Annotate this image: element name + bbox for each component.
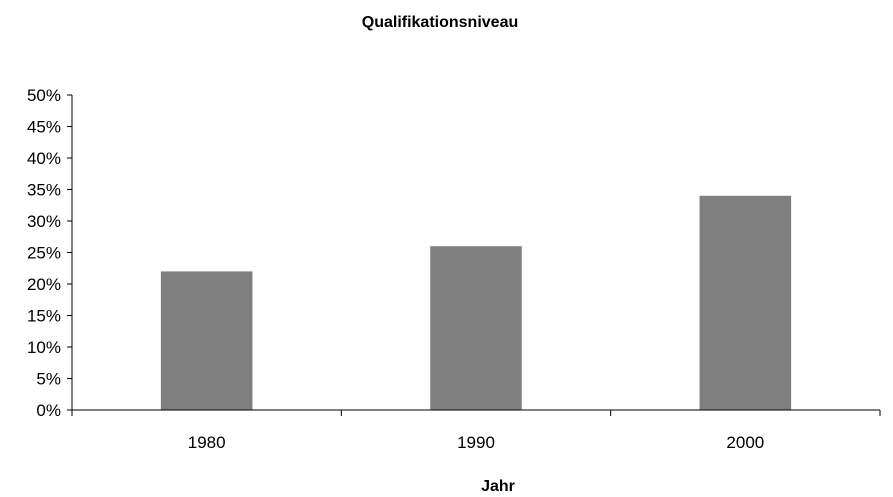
y-tick-label: 10% xyxy=(27,338,61,357)
bar-2000 xyxy=(699,195,792,410)
y-tick-label: 50% xyxy=(27,86,61,105)
y-tick-label: 15% xyxy=(27,307,61,326)
bar-1990 xyxy=(430,246,522,410)
y-tick-label: 45% xyxy=(27,118,61,137)
chart-title: Qualifikationsniveau xyxy=(362,14,518,31)
y-tick-label: 0% xyxy=(36,401,61,420)
y-axis: 0% 5% 10% 15% 20% 25% 30% 35% 40% 45% 50% xyxy=(27,86,73,420)
y-tick-label: 5% xyxy=(36,370,61,389)
y-tick-label: 35% xyxy=(27,181,61,200)
y-tick-label: 40% xyxy=(27,149,61,168)
bar-1980 xyxy=(160,271,253,410)
x-axis-label: Jahr xyxy=(481,478,515,495)
x-tick-label: 1980 xyxy=(188,433,226,452)
x-tick-label: 2000 xyxy=(726,433,764,452)
y-tick-label: 30% xyxy=(27,212,61,231)
y-tick-label: 20% xyxy=(27,275,61,294)
bars xyxy=(160,195,792,410)
x-axis: 1980 1990 2000 xyxy=(71,409,881,452)
x-tick-label: 1990 xyxy=(457,433,495,452)
y-tick-label: 25% xyxy=(27,244,61,263)
